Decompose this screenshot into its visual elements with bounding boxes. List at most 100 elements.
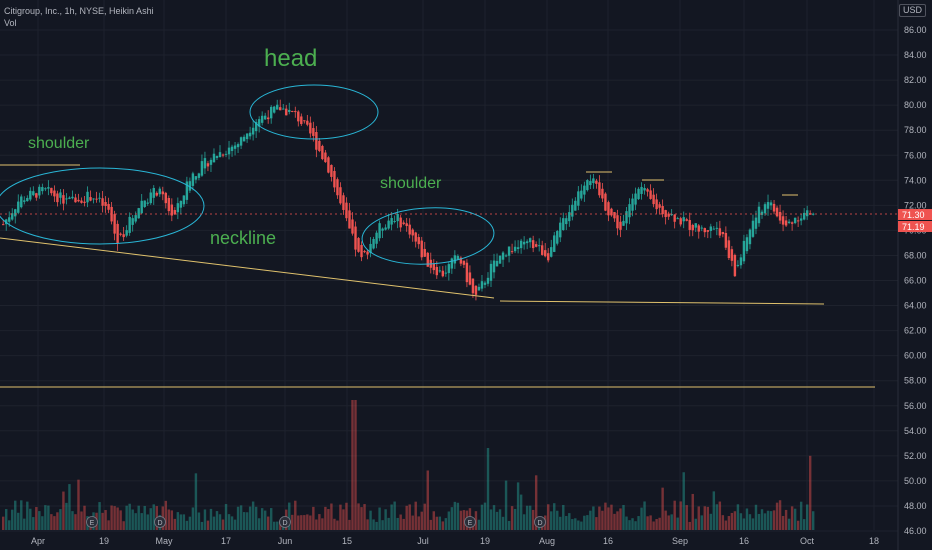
candle-body — [35, 193, 38, 198]
volume-bar — [522, 514, 526, 530]
earnings-dividend-marker[interactable] — [86, 516, 98, 528]
candle-body — [38, 186, 41, 196]
volume-bar — [173, 518, 177, 530]
volume-bar — [799, 501, 803, 530]
volume-bar — [745, 508, 749, 530]
candle-body — [465, 262, 469, 283]
volume-label[interactable]: Vol — [4, 18, 17, 28]
candle-body — [312, 128, 315, 136]
candle-body — [540, 245, 544, 255]
candle-body — [306, 120, 309, 125]
volume-bar — [32, 517, 35, 530]
earnings-dividend-marker[interactable] — [534, 516, 546, 528]
volume-bar — [339, 504, 342, 530]
volume-bar — [676, 517, 679, 530]
volume-bar — [688, 521, 691, 530]
candle-body — [682, 217, 685, 222]
volume-bar — [739, 513, 743, 530]
candle-body — [643, 188, 646, 191]
volume-bar — [685, 505, 688, 530]
volume-bar — [405, 505, 408, 530]
candle-body — [709, 226, 713, 231]
volume-bar — [83, 505, 86, 530]
volume-bar — [480, 504, 484, 530]
left-shoulder-label: shoulder — [28, 135, 90, 152]
volume-bar — [721, 515, 725, 530]
volume-bar — [646, 516, 649, 530]
candle-body — [191, 173, 195, 186]
volume-bar — [598, 506, 601, 530]
candle-body — [718, 228, 722, 236]
candle-body — [101, 198, 104, 206]
candle-body — [167, 197, 171, 212]
volume-bar — [366, 519, 369, 530]
support-line[interactable] — [499, 300, 825, 305]
volume-bar — [212, 516, 216, 530]
right-shoulder-ellipse[interactable] — [361, 205, 496, 268]
candle-body — [158, 188, 161, 195]
volume-bar — [41, 516, 44, 530]
neckline-trendline[interactable] — [0, 237, 495, 299]
volume-bar — [182, 514, 186, 530]
x-tick-label: 19 — [99, 536, 109, 546]
volume-bar — [167, 509, 171, 530]
candle-body — [294, 111, 297, 113]
candle-body — [396, 213, 399, 222]
volume-bar — [239, 505, 243, 530]
volume-bar — [574, 518, 577, 530]
volume-bar — [781, 515, 785, 530]
candle-body — [510, 251, 514, 253]
candle-body — [760, 211, 764, 215]
volume-bar — [571, 519, 574, 530]
candle-body — [77, 199, 80, 202]
y-tick-label: 52.00 — [904, 451, 927, 461]
candle-body — [739, 257, 743, 266]
volume-bar — [504, 480, 508, 530]
volume-bar — [113, 506, 116, 530]
candle-body — [176, 203, 180, 213]
candle-body — [592, 178, 595, 184]
volume-bar — [402, 518, 405, 530]
left-shoulder-ellipse[interactable] — [0, 167, 205, 245]
candle-body — [140, 200, 143, 214]
volume-bar — [589, 510, 592, 530]
candle-body — [345, 202, 348, 219]
earnings-dividend-marker[interactable] — [154, 516, 166, 528]
x-tick-label: May — [155, 536, 173, 546]
candle-body — [468, 272, 472, 285]
candle-body — [691, 224, 694, 231]
symbol-title[interactable]: Citigroup, Inc., 1h, NYSE, Heikin Ashi — [4, 6, 154, 16]
volume-bar — [288, 502, 291, 530]
candle-body — [646, 189, 649, 192]
volume-bar — [727, 516, 731, 530]
earnings-dividend-marker[interactable] — [464, 516, 476, 528]
volume-bar — [152, 504, 155, 530]
symbol-legend[interactable]: Citigroup, Inc., 1h, NYSE, Heikin Ashi V… — [4, 5, 154, 29]
volume-bar — [65, 502, 68, 530]
candle-body — [619, 221, 622, 230]
candle-body — [706, 230, 710, 232]
candle-body — [291, 110, 294, 112]
candle-body — [748, 229, 752, 245]
candle-body — [173, 210, 177, 215]
volume-bar — [224, 504, 228, 530]
candle-body — [640, 186, 643, 194]
earnings-dividend-marker[interactable] — [279, 516, 291, 528]
head-ellipse[interactable] — [249, 84, 379, 140]
candle-body — [655, 199, 658, 210]
currency-badge[interactable]: USD — [898, 4, 926, 17]
y-tick-label: 82.00 — [904, 75, 927, 85]
candle-body — [366, 251, 369, 255]
candle-body — [393, 221, 396, 223]
candle-body — [763, 204, 767, 214]
candle-body — [580, 190, 583, 199]
volume-bar — [411, 515, 414, 530]
candle-body — [577, 191, 580, 206]
volume-bar — [297, 515, 300, 530]
candle-body — [796, 220, 800, 222]
volume-bar — [787, 518, 791, 530]
candle-body — [254, 121, 258, 132]
candle-body — [179, 200, 183, 208]
x-tick-label: Apr — [31, 536, 45, 546]
